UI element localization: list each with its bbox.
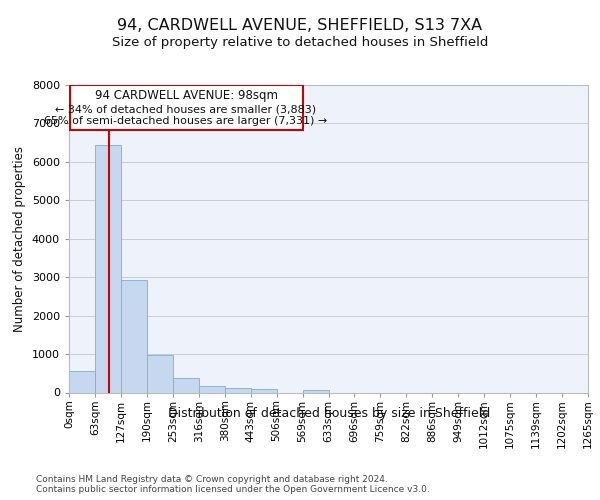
Text: ← 34% of detached houses are smaller (3,883): ← 34% of detached houses are smaller (3,… — [55, 104, 317, 114]
Bar — [199, 386, 224, 392]
Bar — [95, 146, 121, 392]
Bar — [251, 390, 277, 392]
Bar — [121, 280, 147, 392]
Text: Contains HM Land Registry data © Crown copyright and database right 2024.: Contains HM Land Registry data © Crown c… — [36, 475, 388, 484]
Bar — [147, 355, 173, 393]
Bar — [173, 378, 199, 392]
Text: Contains public sector information licensed under the Open Government Licence v3: Contains public sector information licen… — [36, 485, 430, 494]
Text: Size of property relative to detached houses in Sheffield: Size of property relative to detached ho… — [112, 36, 488, 49]
Text: Distribution of detached houses by size in Sheffield: Distribution of detached houses by size … — [167, 408, 490, 420]
Bar — [225, 388, 251, 392]
Text: 65% of semi-detached houses are larger (7,331) →: 65% of semi-detached houses are larger (… — [44, 116, 328, 126]
Text: 94, CARDWELL AVENUE, SHEFFIELD, S13 7XA: 94, CARDWELL AVENUE, SHEFFIELD, S13 7XA — [118, 18, 482, 32]
Bar — [69, 370, 95, 392]
Bar — [302, 390, 329, 392]
Bar — [70, 85, 302, 130]
Text: 94 CARDWELL AVENUE: 98sqm: 94 CARDWELL AVENUE: 98sqm — [95, 90, 278, 102]
Y-axis label: Number of detached properties: Number of detached properties — [13, 146, 26, 332]
